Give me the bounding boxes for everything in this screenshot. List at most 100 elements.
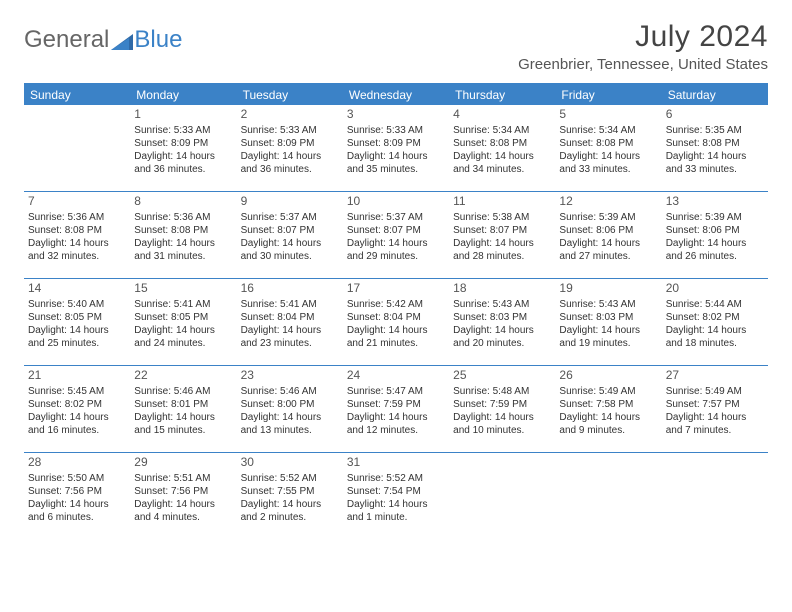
sunset-line: Sunset: 8:07 PM bbox=[453, 224, 551, 237]
sunrise-line: Sunrise: 5:37 AM bbox=[347, 211, 445, 224]
calendar-cell: 30Sunrise: 5:52 AMSunset: 7:55 PMDayligh… bbox=[237, 453, 343, 539]
daylight-line: Daylight: 14 hours and 32 minutes. bbox=[28, 237, 126, 263]
day-number: 23 bbox=[241, 368, 339, 384]
daylight-line: Daylight: 14 hours and 21 minutes. bbox=[347, 324, 445, 350]
page-header: General Blue July 2024 Greenbrier, Tenne… bbox=[24, 20, 768, 73]
daylight-line: Daylight: 14 hours and 4 minutes. bbox=[134, 498, 232, 524]
calendar-cell: 16Sunrise: 5:41 AMSunset: 8:04 PMDayligh… bbox=[237, 279, 343, 365]
sunset-line: Sunset: 7:57 PM bbox=[666, 398, 764, 411]
sunrise-line: Sunrise: 5:50 AM bbox=[28, 472, 126, 485]
sunrise-line: Sunrise: 5:41 AM bbox=[241, 298, 339, 311]
day-number: 5 bbox=[559, 107, 657, 123]
sunrise-line: Sunrise: 5:47 AM bbox=[347, 385, 445, 398]
daylight-line: Daylight: 14 hours and 1 minute. bbox=[347, 498, 445, 524]
daylight-line: Daylight: 14 hours and 33 minutes. bbox=[666, 150, 764, 176]
sunrise-line: Sunrise: 5:46 AM bbox=[134, 385, 232, 398]
day-number: 4 bbox=[453, 107, 551, 123]
sunrise-line: Sunrise: 5:52 AM bbox=[347, 472, 445, 485]
day-number: 13 bbox=[666, 194, 764, 210]
sunrise-line: Sunrise: 5:43 AM bbox=[559, 298, 657, 311]
calendar-cell: 12Sunrise: 5:39 AMSunset: 8:06 PMDayligh… bbox=[555, 192, 661, 278]
day-number: 14 bbox=[28, 281, 126, 297]
day-number: 25 bbox=[453, 368, 551, 384]
dow-sunday: Sunday bbox=[24, 85, 130, 105]
sunset-line: Sunset: 8:01 PM bbox=[134, 398, 232, 411]
daylight-line: Daylight: 14 hours and 20 minutes. bbox=[453, 324, 551, 350]
daylight-line: Daylight: 14 hours and 18 minutes. bbox=[666, 324, 764, 350]
day-number: 2 bbox=[241, 107, 339, 123]
sunset-line: Sunset: 8:08 PM bbox=[28, 224, 126, 237]
sunset-line: Sunset: 8:02 PM bbox=[666, 311, 764, 324]
calendar-cell bbox=[24, 105, 130, 191]
sunset-line: Sunset: 8:03 PM bbox=[453, 311, 551, 324]
sunset-line: Sunset: 8:07 PM bbox=[241, 224, 339, 237]
daylight-line: Daylight: 14 hours and 25 minutes. bbox=[28, 324, 126, 350]
calendar-cell bbox=[555, 453, 661, 539]
sunset-line: Sunset: 8:03 PM bbox=[559, 311, 657, 324]
sunset-line: Sunset: 8:04 PM bbox=[347, 311, 445, 324]
sunrise-line: Sunrise: 5:39 AM bbox=[559, 211, 657, 224]
day-number: 15 bbox=[134, 281, 232, 297]
daylight-line: Daylight: 14 hours and 10 minutes. bbox=[453, 411, 551, 437]
sunrise-line: Sunrise: 5:39 AM bbox=[666, 211, 764, 224]
calendar-cell: 22Sunrise: 5:46 AMSunset: 8:01 PMDayligh… bbox=[130, 366, 236, 452]
daylight-line: Daylight: 14 hours and 23 minutes. bbox=[241, 324, 339, 350]
daylight-line: Daylight: 14 hours and 24 minutes. bbox=[134, 324, 232, 350]
day-number: 10 bbox=[347, 194, 445, 210]
calendar-cell: 10Sunrise: 5:37 AMSunset: 8:07 PMDayligh… bbox=[343, 192, 449, 278]
calendar-body: 1Sunrise: 5:33 AMSunset: 8:09 PMDaylight… bbox=[24, 105, 768, 539]
sunrise-line: Sunrise: 5:44 AM bbox=[666, 298, 764, 311]
daylight-line: Daylight: 14 hours and 28 minutes. bbox=[453, 237, 551, 263]
sunrise-line: Sunrise: 5:35 AM bbox=[666, 124, 764, 137]
calendar-cell: 27Sunrise: 5:49 AMSunset: 7:57 PMDayligh… bbox=[662, 366, 768, 452]
sunset-line: Sunset: 8:04 PM bbox=[241, 311, 339, 324]
day-number: 22 bbox=[134, 368, 232, 384]
day-number: 16 bbox=[241, 281, 339, 297]
daylight-line: Daylight: 14 hours and 35 minutes. bbox=[347, 150, 445, 176]
sunrise-line: Sunrise: 5:33 AM bbox=[347, 124, 445, 137]
day-number: 9 bbox=[241, 194, 339, 210]
calendar-cell: 18Sunrise: 5:43 AMSunset: 8:03 PMDayligh… bbox=[449, 279, 555, 365]
calendar-week: 1Sunrise: 5:33 AMSunset: 8:09 PMDaylight… bbox=[24, 105, 768, 192]
sunset-line: Sunset: 7:56 PM bbox=[28, 485, 126, 498]
day-number: 29 bbox=[134, 455, 232, 471]
calendar-cell: 3Sunrise: 5:33 AMSunset: 8:09 PMDaylight… bbox=[343, 105, 449, 191]
day-number: 3 bbox=[347, 107, 445, 123]
calendar-cell: 31Sunrise: 5:52 AMSunset: 7:54 PMDayligh… bbox=[343, 453, 449, 539]
sunset-line: Sunset: 8:08 PM bbox=[134, 224, 232, 237]
logo: General Blue bbox=[24, 26, 182, 54]
calendar-cell: 29Sunrise: 5:51 AMSunset: 7:56 PMDayligh… bbox=[130, 453, 236, 539]
sunrise-line: Sunrise: 5:52 AM bbox=[241, 472, 339, 485]
daylight-line: Daylight: 14 hours and 13 minutes. bbox=[241, 411, 339, 437]
calendar-cell: 26Sunrise: 5:49 AMSunset: 7:58 PMDayligh… bbox=[555, 366, 661, 452]
daylight-line: Daylight: 14 hours and 9 minutes. bbox=[559, 411, 657, 437]
day-number: 12 bbox=[559, 194, 657, 210]
day-number: 6 bbox=[666, 107, 764, 123]
daylight-line: Daylight: 14 hours and 27 minutes. bbox=[559, 237, 657, 263]
sunset-line: Sunset: 7:59 PM bbox=[453, 398, 551, 411]
calendar-cell: 5Sunrise: 5:34 AMSunset: 8:08 PMDaylight… bbox=[555, 105, 661, 191]
calendar-cell: 4Sunrise: 5:34 AMSunset: 8:08 PMDaylight… bbox=[449, 105, 555, 191]
sunset-line: Sunset: 8:06 PM bbox=[559, 224, 657, 237]
sunset-line: Sunset: 8:07 PM bbox=[347, 224, 445, 237]
daylight-line: Daylight: 14 hours and 33 minutes. bbox=[559, 150, 657, 176]
day-number: 7 bbox=[28, 194, 126, 210]
daylight-line: Daylight: 14 hours and 16 minutes. bbox=[28, 411, 126, 437]
logo-text-blue: Blue bbox=[134, 26, 182, 54]
dow-monday: Monday bbox=[130, 85, 236, 105]
sunset-line: Sunset: 7:58 PM bbox=[559, 398, 657, 411]
sunrise-line: Sunrise: 5:34 AM bbox=[559, 124, 657, 137]
calendar-cell: 20Sunrise: 5:44 AMSunset: 8:02 PMDayligh… bbox=[662, 279, 768, 365]
dow-row: Sunday Monday Tuesday Wednesday Thursday… bbox=[24, 85, 768, 105]
sunrise-line: Sunrise: 5:42 AM bbox=[347, 298, 445, 311]
day-number: 24 bbox=[347, 368, 445, 384]
daylight-line: Daylight: 14 hours and 31 minutes. bbox=[134, 237, 232, 263]
calendar-week: 7Sunrise: 5:36 AMSunset: 8:08 PMDaylight… bbox=[24, 192, 768, 279]
sunset-line: Sunset: 7:55 PM bbox=[241, 485, 339, 498]
dow-saturday: Saturday bbox=[662, 85, 768, 105]
sunset-line: Sunset: 8:05 PM bbox=[28, 311, 126, 324]
sunrise-line: Sunrise: 5:33 AM bbox=[241, 124, 339, 137]
daylight-line: Daylight: 14 hours and 29 minutes. bbox=[347, 237, 445, 263]
sunrise-line: Sunrise: 5:41 AM bbox=[134, 298, 232, 311]
sunset-line: Sunset: 7:56 PM bbox=[134, 485, 232, 498]
